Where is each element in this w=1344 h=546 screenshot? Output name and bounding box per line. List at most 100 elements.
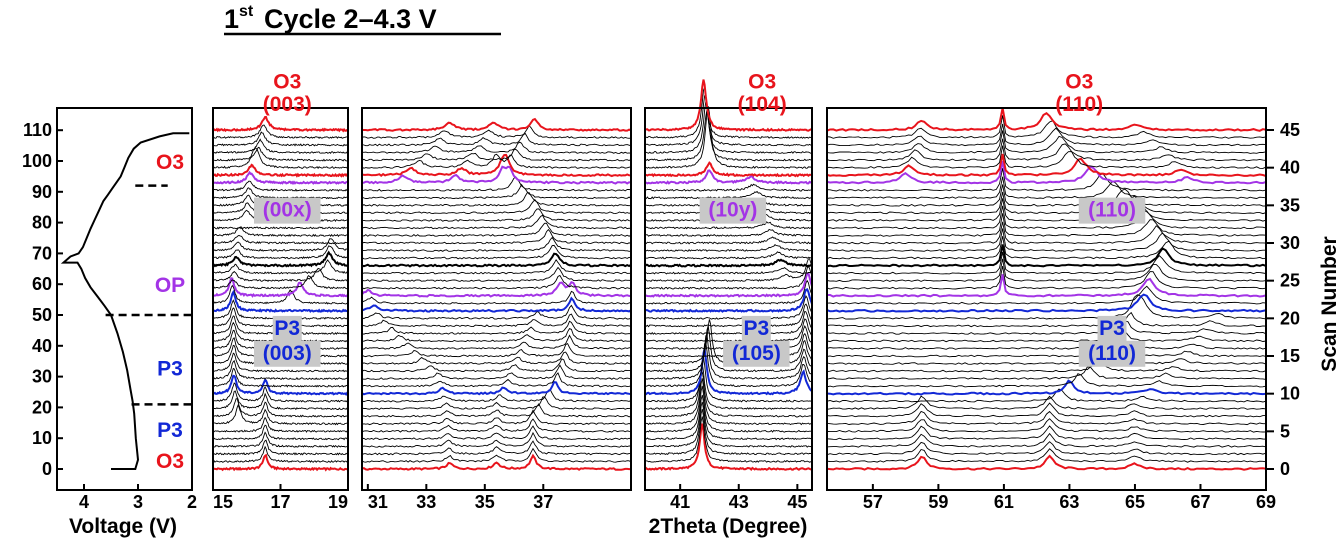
voltage-y-tick-label: 20 xyxy=(32,397,52,417)
scan-y-tick-label: 40 xyxy=(1280,158,1300,178)
scan-trace xyxy=(362,252,631,268)
scan-trace xyxy=(827,198,1266,222)
scan-trace xyxy=(827,334,1266,350)
scan-trace xyxy=(827,311,1266,328)
scan-trace xyxy=(827,236,1266,260)
scan-trace xyxy=(362,425,631,441)
peak-index-label: (003) xyxy=(263,342,312,365)
scan-trace xyxy=(645,79,812,133)
scan-trace xyxy=(827,366,1266,380)
scan-trace xyxy=(213,445,348,463)
voltage-y-tick-label: 50 xyxy=(32,305,52,325)
peak-index-label: P3 xyxy=(1099,317,1125,340)
scan-trace xyxy=(827,228,1266,252)
scan-trace xyxy=(213,238,348,252)
xrd-x-tick-label: 67 xyxy=(1190,492,1210,512)
scan-trace xyxy=(827,448,1266,463)
scan-trace xyxy=(645,94,812,147)
scan-trace xyxy=(213,453,348,472)
scan-trace xyxy=(827,294,1266,320)
xrd-x-tick-label: 45 xyxy=(787,492,807,512)
scan-trace xyxy=(827,373,1266,388)
voltage-y-tick-label: 0 xyxy=(42,459,52,479)
scan-trace xyxy=(827,402,1266,418)
scan-trace xyxy=(827,130,1266,154)
xrd-panel-frame xyxy=(826,107,1267,491)
xrd-x-axis-title: 2Theta (Degree) xyxy=(649,515,808,538)
scan-trace xyxy=(645,371,812,418)
xrd-panels: 15 17 19 31 33 35 37 41 43 45 57 59 61 63 65 67 690 5 10 15… xyxy=(212,79,1300,512)
scan-trace xyxy=(645,423,812,471)
xrd-traces xyxy=(213,116,348,472)
scan-trace xyxy=(645,333,812,380)
scan-trace xyxy=(213,390,348,411)
scan-trace xyxy=(362,364,631,380)
scan-trace xyxy=(827,454,1266,471)
scan-y-tick-label: 45 xyxy=(1280,120,1300,140)
xrd-panel-3: 41 43 45 xyxy=(644,79,813,512)
scan-trace xyxy=(827,293,1266,313)
scan-trace xyxy=(827,258,1266,282)
scan-trace xyxy=(362,183,631,200)
scan-trace xyxy=(362,244,631,260)
title-ordinal-suffix: st xyxy=(239,3,254,20)
scan-trace xyxy=(827,184,1266,207)
scan-trace xyxy=(645,294,812,320)
scan-trace xyxy=(362,222,631,237)
scan-trace xyxy=(213,187,348,200)
xrd-x-tick-label: 69 xyxy=(1256,492,1276,512)
scan-trace xyxy=(827,115,1266,139)
scan-trace xyxy=(827,432,1266,448)
scan-trace xyxy=(213,274,348,290)
peak-label-highlight xyxy=(723,340,790,367)
scan-trace xyxy=(362,153,631,178)
scan-trace xyxy=(827,320,1266,335)
scan-trace xyxy=(362,165,631,185)
voltage-y-tick-label: 40 xyxy=(32,336,52,356)
xrd-traces xyxy=(362,117,631,471)
scan-trace xyxy=(362,266,631,282)
scan-trace xyxy=(362,274,631,290)
scan-trace xyxy=(362,258,631,275)
voltage-y-tick-label: 60 xyxy=(32,274,52,294)
voltage-phase-label: P3 xyxy=(157,357,183,380)
scan-trace xyxy=(213,431,348,448)
scan-trace xyxy=(362,132,631,147)
scan-trace xyxy=(827,342,1266,358)
voltage-x-tick-label: 2 xyxy=(187,492,197,512)
peak-index-label: O3 xyxy=(1065,71,1093,94)
scan-trace xyxy=(213,138,348,155)
scan-trace xyxy=(213,124,348,140)
scan-trace xyxy=(827,221,1266,245)
xrd-x-tick-label: 61 xyxy=(994,492,1014,512)
scan-trace xyxy=(362,153,631,169)
scan-trace xyxy=(827,251,1266,275)
peak-label-highlight xyxy=(1078,197,1146,224)
scan-trace xyxy=(362,280,631,298)
voltage-phase-label: O3 xyxy=(156,450,184,473)
scan-trace xyxy=(362,403,631,418)
scan-trace xyxy=(213,382,348,403)
scan-trace xyxy=(362,214,631,230)
peak-label-highlight xyxy=(699,197,767,224)
scan-trace xyxy=(645,287,812,313)
scan-trace xyxy=(645,357,812,403)
scan-trace xyxy=(213,259,348,275)
xrd-x-tick-label: 59 xyxy=(928,492,948,512)
scan-trace xyxy=(827,441,1266,456)
voltage-phase-label: OP xyxy=(155,274,185,297)
scan-trace xyxy=(362,124,631,139)
voltage-x-tick-label: 3 xyxy=(133,492,143,512)
scan-trace xyxy=(213,146,348,170)
scan-trace xyxy=(827,418,1266,433)
scan-trace xyxy=(645,251,812,260)
scan-y-tick-label: 35 xyxy=(1280,195,1300,215)
scan-trace xyxy=(213,146,348,162)
scan-trace xyxy=(213,267,348,282)
scan-y-tick-label: 10 xyxy=(1280,384,1300,404)
scan-trace xyxy=(645,265,812,290)
scan-trace xyxy=(213,398,348,418)
title-text: Cycle 2–4.3 V xyxy=(264,4,437,34)
xrd-traces xyxy=(827,107,1266,471)
scan-trace xyxy=(362,447,631,463)
